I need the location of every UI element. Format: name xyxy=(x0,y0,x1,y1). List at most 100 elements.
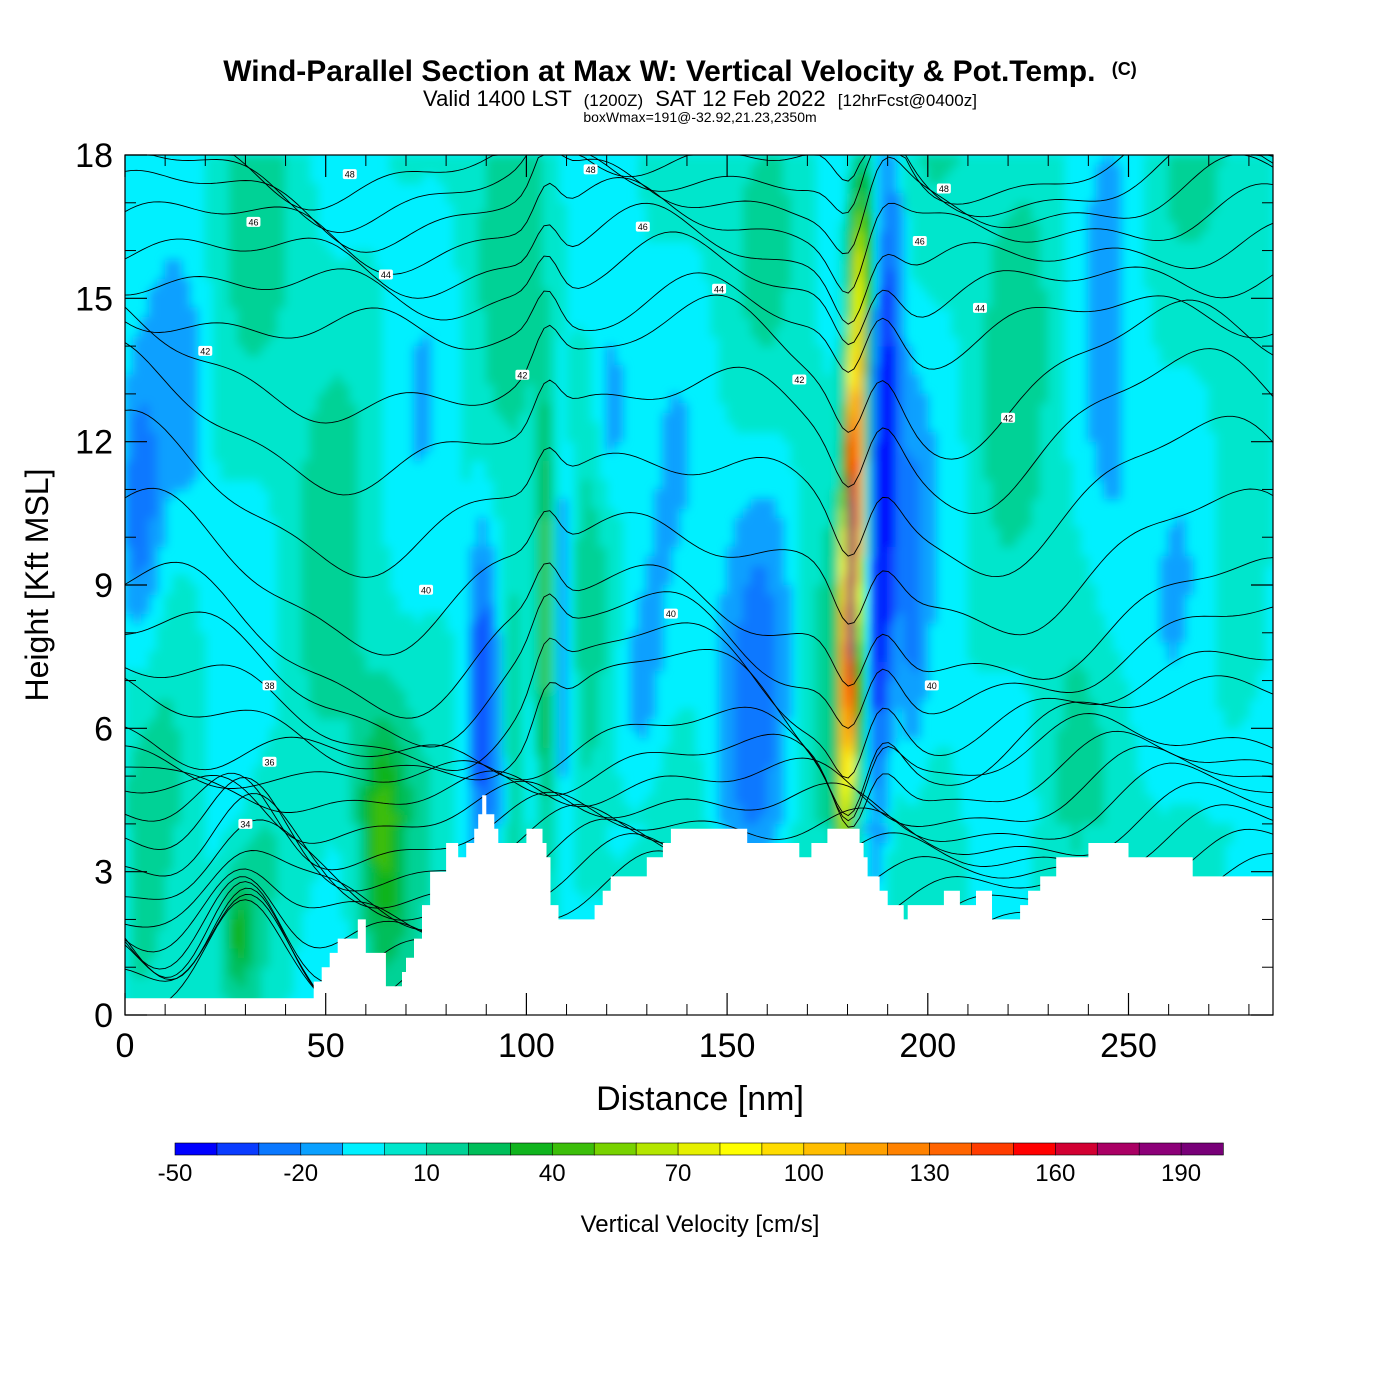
field-cell xyxy=(750,603,760,614)
field-cell xyxy=(196,794,206,806)
field-cell xyxy=(750,345,760,356)
field-cell xyxy=(686,804,696,815)
field-cell xyxy=(590,584,599,595)
field-cell xyxy=(188,919,198,930)
field-cell xyxy=(678,412,688,423)
field-cell xyxy=(550,871,559,882)
field-cell xyxy=(598,651,607,662)
field-cell xyxy=(293,307,302,318)
field-cell xyxy=(421,737,431,748)
field-cell xyxy=(341,785,351,796)
subtitle-valid: Valid 1400 LST xyxy=(423,86,571,111)
field-cell xyxy=(301,259,310,270)
field-cell xyxy=(373,852,383,863)
field-cell xyxy=(638,699,648,710)
field-cell xyxy=(718,336,728,347)
field-cell xyxy=(325,823,335,834)
field-cell xyxy=(389,689,399,700)
field-cell xyxy=(782,661,792,672)
field-cell xyxy=(582,689,591,700)
field-cell xyxy=(365,317,375,328)
field-cell xyxy=(349,632,359,643)
field-cell xyxy=(188,422,198,433)
field-cell xyxy=(774,728,784,739)
field-cell xyxy=(734,412,744,423)
field-cell xyxy=(750,584,760,595)
field-cell xyxy=(365,699,375,710)
field-cell xyxy=(333,794,343,806)
field-cell xyxy=(453,192,463,204)
field-cell xyxy=(325,613,335,624)
field-cell xyxy=(397,689,407,700)
field-cell xyxy=(229,164,238,175)
field-cell xyxy=(309,336,318,347)
field-cell xyxy=(293,785,302,796)
field-cell xyxy=(791,364,800,376)
field-cell xyxy=(140,517,150,528)
field-cell xyxy=(357,307,367,318)
field-cell xyxy=(261,747,270,758)
field-cell xyxy=(526,212,535,223)
field-cell xyxy=(662,479,672,490)
field-cell xyxy=(293,221,302,232)
field-cell xyxy=(493,804,503,815)
field-cell xyxy=(413,718,423,729)
field-cell xyxy=(710,240,720,251)
field-cell xyxy=(204,202,214,213)
field-cell xyxy=(229,450,238,462)
field-cell xyxy=(582,345,591,356)
field-cell xyxy=(277,756,286,767)
field-cell xyxy=(309,756,318,767)
field-cell xyxy=(542,164,551,175)
field-cell xyxy=(349,594,359,605)
field-cell xyxy=(357,880,367,892)
field-cell xyxy=(237,326,246,337)
field-cell xyxy=(333,775,343,786)
field-cell xyxy=(758,756,768,767)
field-cell xyxy=(317,441,326,452)
field-cell xyxy=(477,164,487,175)
field-cell xyxy=(229,183,238,194)
field-cell xyxy=(229,842,238,853)
field-cell xyxy=(437,794,447,806)
field-cell xyxy=(156,966,166,978)
field-cell xyxy=(574,450,583,462)
field-cell xyxy=(333,345,343,356)
field-cell xyxy=(766,632,776,643)
field-cell xyxy=(188,728,198,739)
field-cell xyxy=(510,642,519,653)
field-cell xyxy=(125,766,134,777)
field-cell xyxy=(365,403,375,414)
field-cell xyxy=(269,938,278,949)
field-cell xyxy=(156,622,166,634)
field-cell xyxy=(357,833,367,844)
field-cell xyxy=(542,794,551,806)
field-cell xyxy=(156,441,166,452)
field-cell xyxy=(357,775,367,786)
field-cell xyxy=(125,852,134,863)
field-cell xyxy=(654,613,664,624)
field-cell xyxy=(397,680,407,691)
field-cell xyxy=(397,947,407,958)
field-cell xyxy=(598,565,607,576)
field-cell xyxy=(742,699,752,710)
field-cell xyxy=(245,250,254,261)
field-cell xyxy=(301,431,310,442)
field-cell xyxy=(333,546,343,557)
field-cell xyxy=(269,823,278,834)
field-cell xyxy=(526,489,535,500)
field-cell xyxy=(670,202,680,213)
field-cell xyxy=(750,737,760,748)
field-cell xyxy=(221,364,230,376)
field-cell xyxy=(156,775,166,786)
field-cell xyxy=(654,632,664,643)
field-cell xyxy=(758,804,768,815)
field-cell xyxy=(301,288,310,299)
field-cell xyxy=(485,584,495,595)
field-cell xyxy=(421,364,431,376)
field-cell xyxy=(590,422,599,433)
field-cell xyxy=(485,699,495,710)
field-cell xyxy=(493,642,503,653)
field-cell xyxy=(542,833,551,844)
field-cell xyxy=(598,632,607,643)
